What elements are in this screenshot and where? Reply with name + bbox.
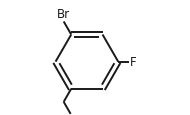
Text: Br: Br [57, 8, 70, 21]
Text: F: F [130, 56, 137, 69]
